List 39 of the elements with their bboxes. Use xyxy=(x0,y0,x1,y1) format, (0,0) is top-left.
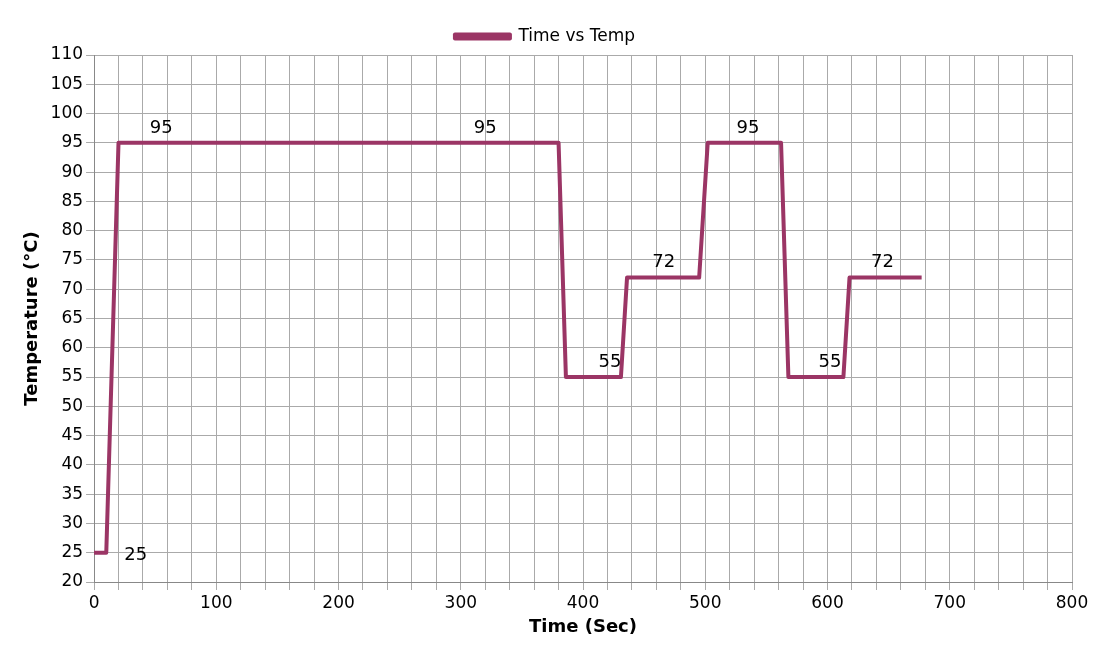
y-axis-title: Temperature (°C) xyxy=(20,231,42,406)
y-tick-label: 75 xyxy=(61,248,84,269)
x-tick-label: 600 xyxy=(811,591,844,612)
y-tick-label: 65 xyxy=(61,306,84,327)
y-tick-label: 70 xyxy=(61,277,84,298)
x-tick-label: 100 xyxy=(200,591,233,612)
x-axis-title: Time (Sec) xyxy=(529,614,638,636)
y-tick-label: 80 xyxy=(61,219,84,240)
annotation: 55 xyxy=(818,349,842,371)
annotation: 55 xyxy=(598,349,622,371)
annotation: 95 xyxy=(473,115,497,137)
y-tick-label: 105 xyxy=(50,72,84,93)
x-tick-label: 500 xyxy=(689,591,722,612)
legend-label: Time vs Temp xyxy=(517,24,636,45)
annotation: 25 xyxy=(124,543,148,565)
annotation: 72 xyxy=(652,250,676,272)
y-tick-label: 110 xyxy=(50,43,84,64)
y-tick-label: 45 xyxy=(61,424,84,445)
y-tick-label: 60 xyxy=(61,336,84,357)
x-tick-label: 800 xyxy=(1055,591,1089,612)
y-tick-label: 20 xyxy=(61,570,84,591)
y-tick-label: 85 xyxy=(61,189,84,210)
y-tick-label: 50 xyxy=(61,394,84,415)
y-tick-label: 55 xyxy=(61,365,84,386)
annotation: 72 xyxy=(871,250,894,272)
y-tick-label: 90 xyxy=(61,160,84,181)
y-tick-label: 40 xyxy=(61,453,84,474)
y-tick-label: 30 xyxy=(61,511,84,532)
y-tick-label: 35 xyxy=(61,482,84,503)
x-tick-label: 200 xyxy=(322,591,355,612)
annotation: 95 xyxy=(736,115,760,137)
y-tick-label: 95 xyxy=(61,131,84,152)
x-tick-label: 400 xyxy=(566,591,600,612)
y-tick-label: 25 xyxy=(61,541,84,562)
y-tick-label: 100 xyxy=(50,101,84,122)
x-tick-label: 300 xyxy=(444,591,478,612)
x-tick-label: 0 xyxy=(88,591,100,612)
annotation: 95 xyxy=(149,115,173,137)
x-tick-label: 700 xyxy=(933,591,966,612)
